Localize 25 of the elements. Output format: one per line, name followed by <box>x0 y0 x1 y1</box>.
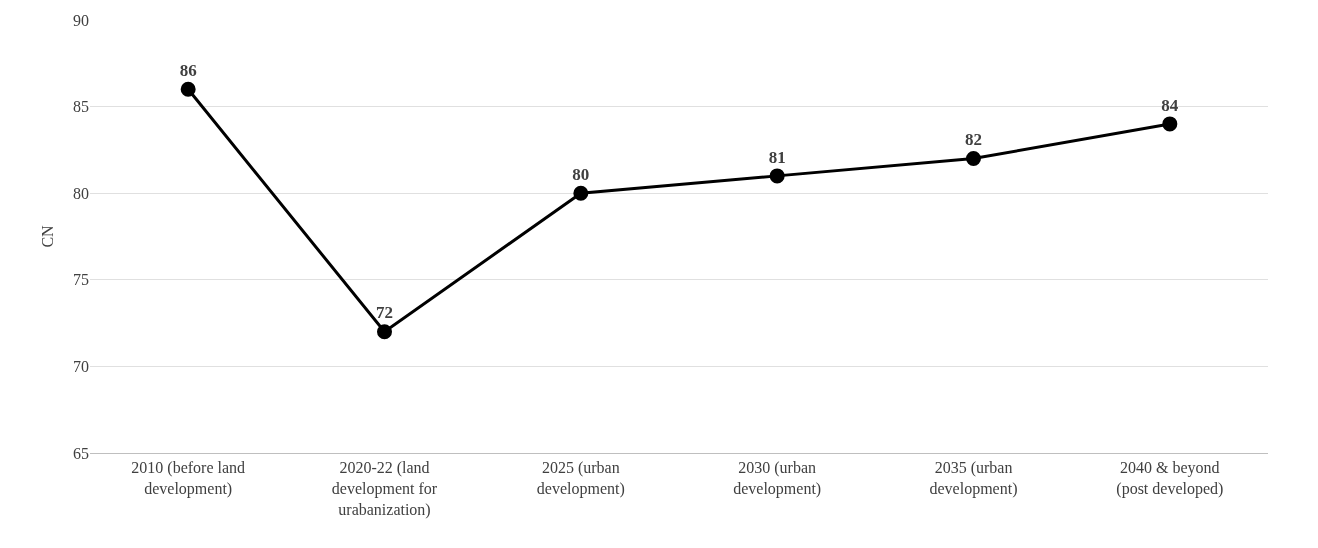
x-tick-label: 2020-22 (land development for urabanization) <box>331 459 438 519</box>
y-tick-label: 85 <box>73 98 89 116</box>
point <box>1162 116 1178 132</box>
y-tick-label: 90 <box>73 11 89 29</box>
y-tick-label: 80 <box>73 184 89 202</box>
x-tick-label: 2035 (urban development) <box>929 459 1018 498</box>
x-tick-label: 2040 & beyond (post developed) <box>1116 459 1224 498</box>
y-tick-label: 75 <box>73 271 89 289</box>
data-label: 82 <box>965 130 982 150</box>
y-tick-label: 65 <box>73 444 89 462</box>
x-tick-label: 2030 (urban development) <box>733 459 822 498</box>
point <box>573 185 589 201</box>
point <box>769 168 785 184</box>
x-tick-label: 2025 (urban development) <box>536 459 625 498</box>
point <box>966 151 981 167</box>
data-label: 86 <box>179 60 197 80</box>
y-axis-title: CN <box>38 224 56 248</box>
point <box>377 324 392 340</box>
x-tick-label: 2010 (before land development) <box>131 459 246 498</box>
data-label: 81 <box>768 147 786 167</box>
point <box>180 81 196 97</box>
data-label: 84 <box>1161 95 1179 115</box>
data-label: 80 <box>572 164 590 184</box>
y-tick-label: 70 <box>73 358 89 375</box>
data-label: 72 <box>376 303 393 323</box>
